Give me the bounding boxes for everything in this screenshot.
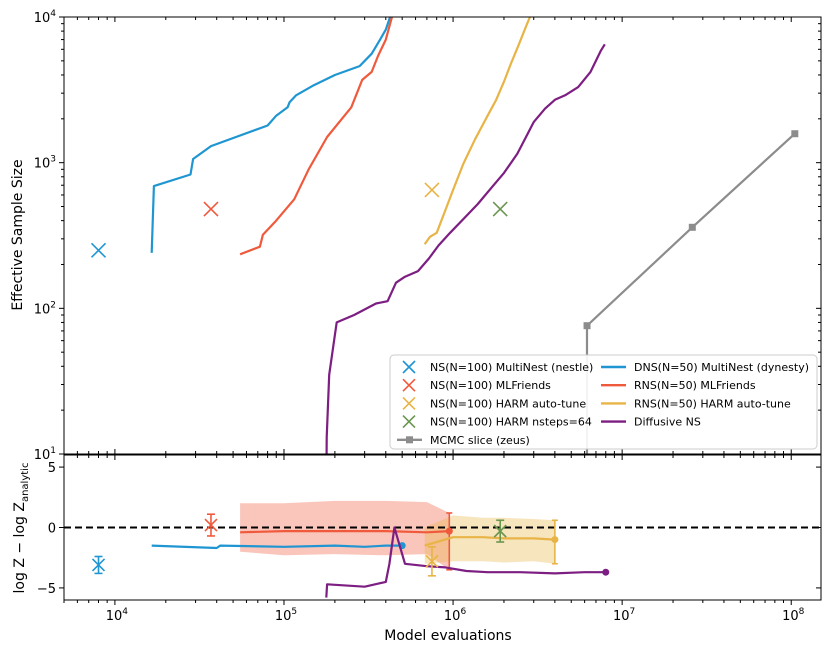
top-series-line-diffusive-ns [325,43,606,454]
bottom-x-tick-label: 106 [444,607,467,624]
legend-label: DNS(N=50) MultiNest (dynesty) [634,361,809,374]
legend-box [389,354,818,450]
bottom-series-line-rns-n-50-harm-auto-tune [424,536,555,547]
bottom-x-tick-label: 108 [782,607,805,624]
legend-swatch [402,360,416,374]
top-y-tick-label: 104 [34,9,57,26]
bottom-plot-area [64,500,821,598]
bottom-series-line-rns-n-50-mlfriends [240,529,450,534]
errorbar-marker [91,558,106,572]
errorbar-marker [204,518,218,532]
legend-swatch [402,378,416,392]
errorbar-marker [493,524,507,538]
legend-label: MCMC slice (zeus) [430,434,530,447]
top-mcmc-point [583,322,591,330]
bottom-y-axis-label-sub: analytic [20,463,31,503]
bottom-errorbar-ns-n-100-harm-nsteps-64 [493,519,507,543]
legend-item-rns-n-50-harm-auto-tune: RNS(N=50) HARM auto-tune [601,397,791,410]
bottom-x-tick-label: 104 [106,607,129,624]
legend-item-diffusive-ns: Diffusive NS [601,416,701,429]
top-marker-ns-n-100-harm-nsteps-64 [492,201,508,217]
bottom-series-line-dns-n-50-multinest-dynesty [151,544,403,550]
top-axis-ticks: 101 102 103 104 [34,9,821,463]
bottom-errorbar-ns-n-100-harm-auto-tune [425,546,439,577]
top-y-tick-label: 103 [34,155,56,172]
errorbar-marker [425,554,439,568]
top-marker-ns-n-100-harm-auto-tune [424,182,440,198]
legend-item-ns-n-100-multinest-nestle: NS(N=100) MultiNest (nestle) [402,360,593,374]
top-mcmc-point [688,223,696,231]
bottom-panel: −5 0 5 104 105 106 107 108 log Z − log Zanalyti… [12,454,822,644]
legend-item-mcmc-slice-zeus: MCMC slice (zeus) [397,434,530,447]
top-marker-ns-n-100-multinest-nestle [90,242,107,258]
legend-swatch [402,415,416,429]
top-axes-frame [63,16,822,455]
bottom-errorbar-ns-n-100-multinest-nestle [91,555,106,575]
legend-item-dns-n-50-multinest-dynesty: DNS(N=50) MultiNest (dynesty) [601,361,809,374]
top-series-line-rns-n-50-harm-auto-tune [423,17,532,245]
bottom-y-axis-label: log Z − log Zanalytic [12,463,31,594]
top-series-line-dns-n-50-multinest-dynesty [150,17,392,253]
legend-item-rns-n-50-mlfriends: RNS(N=50) MLFriends [601,379,756,392]
legend-label: Diffusive NS [634,416,701,429]
bottom-band-rns-n-50-mlfriends [240,500,450,570]
legend-label: NS(N=100) MultiNest (nestle) [430,361,593,374]
bottom-y-axis-label-main: log Z − log Z [12,502,28,593]
legend-label: RNS(N=50) HARM auto-tune [634,397,791,410]
legend-label: RNS(N=50) MLFriends [634,379,756,392]
legend-swatch-square [406,436,413,444]
top-marker-ns-n-100-mlfriends [203,201,219,217]
legend: NS(N=100) MultiNest (nestle) NS(N=100) ML… [389,354,818,450]
bottom-x-tick-label: 105 [275,607,297,624]
top-y-tick-label: 101 [34,446,56,463]
top-mcmc-point [791,130,799,138]
bottom-series-endpoint [602,568,610,576]
top-series-line-rns-n-50-mlfriends [239,17,394,256]
legend-label: NS(N=100) HARM nsteps=64 [430,416,592,429]
legend-label: NS(N=100) HARM auto-tune [430,397,586,410]
x-axis-label: Model evaluations [384,628,511,644]
bottom-band-rns-n-50-harm-auto-tune [424,515,555,564]
bottom-errorbar-ns-n-100-mlfriends [204,513,218,537]
bottom-axis-ticks: −5 0 5 104 105 106 107 108 [37,455,821,624]
bottom-x-tick-label: 107 [613,607,635,624]
top-y-axis-label: Effective Sample Size [10,159,26,310]
legend-label: NS(N=100) MLFriends [430,379,551,392]
legend-item-ns-n-100-harm-auto-tune: NS(N=100) HARM auto-tune [402,396,586,410]
bottom-y-tick-label: −5 [37,582,56,597]
top-y-tick-label: 102 [34,300,56,317]
bottom-y-tick-label: 0 [48,522,56,537]
bottom-y-tick-label: 5 [48,461,56,476]
legend-swatch [402,396,416,410]
top-panel: 101 102 103 104 Effective Sample Size NS(N=… [10,9,822,463]
legend-item-ns-n-100-mlfriends: NS(N=100) MLFriends [402,378,551,392]
legend-item-ns-n-100-harm-nsteps-64: NS(N=100) HARM nsteps=64 [402,415,592,429]
